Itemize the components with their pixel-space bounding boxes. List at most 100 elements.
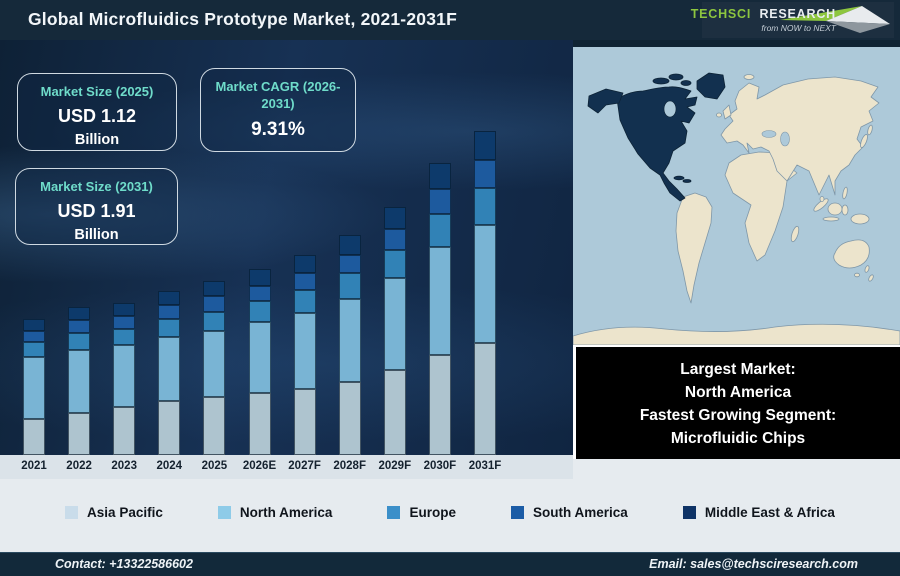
bar-segment-middle-east-africa bbox=[474, 131, 496, 160]
world-map bbox=[573, 47, 900, 345]
bar-segment-north-america bbox=[23, 357, 45, 419]
x-axis-label: 2022 bbox=[66, 460, 92, 472]
bar-segment-middle-east-africa bbox=[203, 281, 226, 296]
callout-line: North America bbox=[684, 384, 792, 401]
bar-segment-asia-pacific bbox=[68, 413, 91, 455]
title-bar: Global Microfluidics Prototype Market, 2… bbox=[0, 0, 900, 40]
bar-2031F bbox=[474, 131, 496, 455]
brand-tagline: from NOW to NEXT bbox=[761, 23, 836, 33]
bar-2029F bbox=[383, 207, 406, 455]
bar-segment-asia-pacific bbox=[203, 397, 226, 455]
bar-segment-middle-east-africa bbox=[383, 207, 406, 229]
bar-segment-north-america bbox=[338, 299, 361, 382]
bar-segment-south-america bbox=[248, 286, 271, 301]
card-value: USD 1.12 bbox=[57, 106, 137, 126]
bar-2021 bbox=[23, 319, 45, 455]
legend-label: Europe bbox=[409, 504, 456, 520]
bar-segment-europe bbox=[474, 188, 496, 225]
bar-segment-south-america bbox=[203, 296, 226, 312]
legend-swatch bbox=[511, 505, 525, 519]
bar-2024 bbox=[158, 291, 181, 455]
legend-item-asia-pacific: Asia Pacific bbox=[65, 505, 163, 520]
legend-item-middle-east-africa: Middle East & Africa bbox=[682, 505, 835, 520]
bar-2026E bbox=[248, 269, 271, 455]
chart-panel: Market Size (2025) USD 1.12 Billion Mark… bbox=[0, 40, 573, 455]
footer-contact: Contact: +13322586602 bbox=[55, 557, 193, 571]
x-axis-label: 2030F bbox=[423, 460, 457, 472]
bar-segment-europe bbox=[338, 273, 361, 299]
footer-bar: Contact: +13322586602 Email: sales@techs… bbox=[0, 552, 900, 576]
bar-segment-north-america bbox=[248, 322, 271, 393]
bar-segment-south-america bbox=[383, 229, 406, 250]
map-north-america-highlight bbox=[587, 72, 726, 202]
bar-segment-europe bbox=[23, 342, 45, 357]
legend-swatch bbox=[217, 505, 231, 519]
x-axis-label: 2031F bbox=[468, 460, 502, 472]
bar-segment-north-america bbox=[113, 345, 136, 407]
bar-segment-asia-pacific bbox=[428, 355, 451, 455]
brand-name-research: Research bbox=[759, 7, 836, 21]
bar-2030F bbox=[428, 163, 451, 455]
bar-segment-asia-pacific bbox=[293, 389, 316, 455]
brand-name-techsci: TechSci bbox=[690, 7, 752, 21]
bar-segment-middle-east-africa bbox=[338, 235, 361, 255]
bar-segment-north-america bbox=[428, 247, 451, 355]
bar-2028F bbox=[338, 235, 361, 455]
card-label: Market CAGR (2026-2031) bbox=[215, 79, 341, 111]
bar-segment-north-america bbox=[474, 225, 496, 343]
bar-segment-europe bbox=[428, 214, 451, 247]
bar-segment-middle-east-africa bbox=[23, 319, 45, 331]
brand-logo: TechSci Research from NOW to NEXT bbox=[691, 2, 894, 38]
legend-item-south-america: South America bbox=[511, 505, 628, 520]
bar-2027F bbox=[293, 255, 316, 455]
market-cagr-card: Market CAGR (2026-2031) 9.31% bbox=[200, 68, 356, 152]
brand-logo-text: TechSci Research from NOW to NEXT bbox=[691, 7, 836, 33]
x-axis-label: 2028F bbox=[333, 460, 366, 472]
market-size-2031-card: Market Size (2031) USD 1.91 Billion bbox=[15, 168, 178, 245]
bar-segment-europe bbox=[383, 250, 406, 278]
map-eurasia bbox=[720, 76, 880, 196]
x-axis-label: 2026E bbox=[242, 460, 277, 472]
x-axis-label: 2024 bbox=[156, 460, 183, 472]
market-size-2025-card: Market Size (2025) USD 1.12 Billion bbox=[17, 73, 177, 151]
card-value: USD 1.91 bbox=[57, 201, 136, 221]
bar-segment-asia-pacific bbox=[383, 370, 406, 455]
world-map-panel bbox=[573, 40, 900, 345]
bar-segment-south-america bbox=[23, 331, 45, 342]
chart-legend: Asia Pacific North America Europe South Ame… bbox=[0, 492, 900, 532]
bar-segment-middle-east-africa bbox=[68, 307, 91, 320]
bar-segment-asia-pacific bbox=[113, 407, 136, 455]
x-axis-label: 2021 bbox=[21, 460, 47, 472]
bar-2025 bbox=[203, 281, 226, 455]
card-unit: Billion bbox=[74, 227, 119, 243]
bar-segment-north-america bbox=[293, 313, 316, 389]
bar-segment-europe bbox=[113, 329, 136, 345]
bar-segment-south-america bbox=[68, 320, 91, 333]
x-axis-label: 2023 bbox=[111, 460, 137, 472]
map-australia bbox=[833, 239, 870, 269]
card-unit: Billion bbox=[74, 132, 120, 148]
x-axis-label: 2025 bbox=[201, 460, 228, 472]
callout-line: Microfluidic Chips bbox=[670, 430, 806, 447]
card-label: Market Size (2031) bbox=[40, 179, 153, 194]
bar-segment-asia-pacific bbox=[23, 419, 45, 455]
bar-segment-asia-pacific bbox=[248, 393, 271, 455]
x-axis-label: 2027F bbox=[288, 460, 321, 472]
bar-segment-middle-east-africa bbox=[293, 255, 316, 273]
callout-box: Largest Market: North America Fastest Gr… bbox=[573, 345, 900, 459]
stacked-bar-chart bbox=[0, 40, 573, 455]
bar-segment-middle-east-africa bbox=[428, 163, 451, 189]
bar-segment-middle-east-africa bbox=[113, 303, 136, 316]
logo-arrow-icon bbox=[780, 6, 890, 33]
legend-item-north-america: North America bbox=[217, 504, 333, 520]
legend-label: North America bbox=[239, 504, 333, 520]
bar-segment-north-america bbox=[158, 337, 181, 401]
page-title: Global Microfluidics Prototype Market, 2… bbox=[28, 9, 457, 29]
legend-item-europe: Europe bbox=[387, 505, 456, 520]
legend-swatch bbox=[65, 505, 79, 519]
callout-line: Largest Market: bbox=[680, 361, 796, 378]
legend-swatch bbox=[682, 505, 696, 519]
bar-segment-asia-pacific bbox=[338, 382, 361, 455]
card-value: 9.31% bbox=[251, 119, 305, 140]
